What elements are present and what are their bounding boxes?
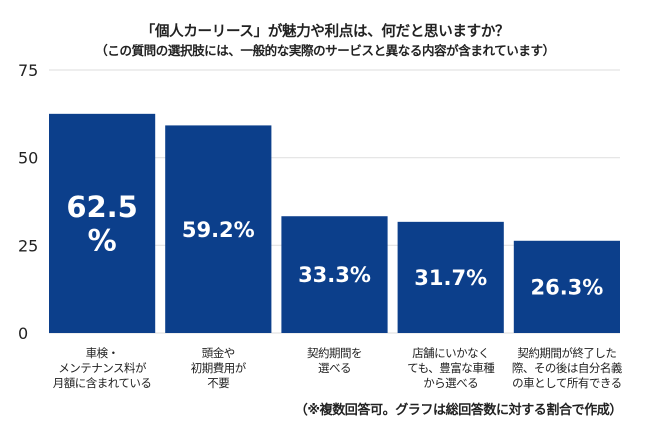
chart-title: 「個人カーリース」が魅力や利点は、何だと思いますか？: [140, 24, 510, 40]
y-axis-ticks: 0 25 50 75: [18, 61, 38, 343]
footnote: （※複数回答可。グラフは総回答数に対する割合で作成）: [294, 403, 623, 418]
bar: [513, 240, 620, 333]
data-label: 33.3%: [298, 263, 371, 287]
x-tick-label: 店舗にいかなく ても、豊富な車種 から選べる: [407, 346, 495, 390]
bars: [49, 113, 620, 333]
x-tick-label: 頭金や 初期費用が 不要: [190, 346, 247, 390]
y-tick-label: 50: [18, 149, 38, 168]
chart-subtitle: （この質問の選択肢には、一般的な実際のサービスと異なる内容が含まれています）: [95, 43, 555, 58]
data-label: 31.7%: [414, 266, 487, 290]
bar: [397, 221, 504, 333]
x-tick-label: 契約期間が終了した 際、その後は自分名義 の車として所有できる: [511, 346, 623, 390]
bar: [281, 216, 388, 333]
data-label: 59.2%: [182, 218, 255, 242]
data-labels: 62.5% 59.2% 33.3% 31.7% 26.3%: [66, 190, 603, 299]
data-label: 62.5%: [66, 190, 138, 257]
y-tick-label: 0: [18, 324, 28, 343]
bar: [49, 113, 156, 333]
bar: [165, 125, 272, 333]
y-tick-label: 25: [18, 236, 38, 255]
x-tick-label: 契約期間を 選べる: [307, 346, 363, 375]
data-label: 26.3%: [530, 275, 603, 299]
y-tick-label: 75: [18, 61, 38, 80]
x-tick-label: 車検・ メンテナンス料が 月額に含まれている: [52, 346, 152, 390]
